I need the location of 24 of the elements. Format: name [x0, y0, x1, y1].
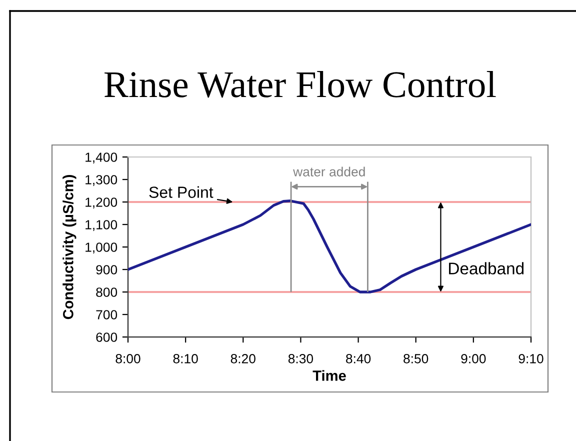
x-tick-label: 8:30 — [288, 354, 314, 364]
line-series — [128, 200, 531, 294]
y-tick-label: 1,200 — [86, 198, 118, 208]
y-tick-label: 700 — [96, 310, 118, 320]
y-tick-label: 800 — [96, 288, 118, 297]
y-axis-title: Conductivity (µS/cm) — [62, 175, 76, 320]
x-tick-label: 9:00 — [461, 354, 486, 364]
x-tick-label: 8:50 — [404, 354, 428, 364]
x-tick-label: 8:40 — [346, 354, 371, 364]
ref-line-label: Set Point — [149, 186, 214, 198]
x-tick-label: 8:00 — [116, 354, 140, 364]
x-tick-label: 8:20 — [230, 354, 256, 364]
y-tick-label: 1,000 — [86, 242, 118, 254]
annotation: water added — [293, 166, 365, 176]
y-tick-label: 1,100 — [86, 220, 118, 231]
y-tick-label: 1,400 — [86, 152, 118, 164]
chart-title: Rinse Water Flow Control — [104, 70, 496, 98]
y-tick-label: 900 — [96, 265, 118, 274]
annotation: Deadband — [449, 262, 524, 274]
y-tick-label: 600 — [96, 332, 118, 342]
x-tick-label: 8:10 — [173, 354, 198, 364]
x-axis-title: Time — [312, 370, 346, 381]
x-tick-label: 9:10 — [518, 354, 544, 364]
y-tick-label: 1,300 — [86, 175, 118, 186]
